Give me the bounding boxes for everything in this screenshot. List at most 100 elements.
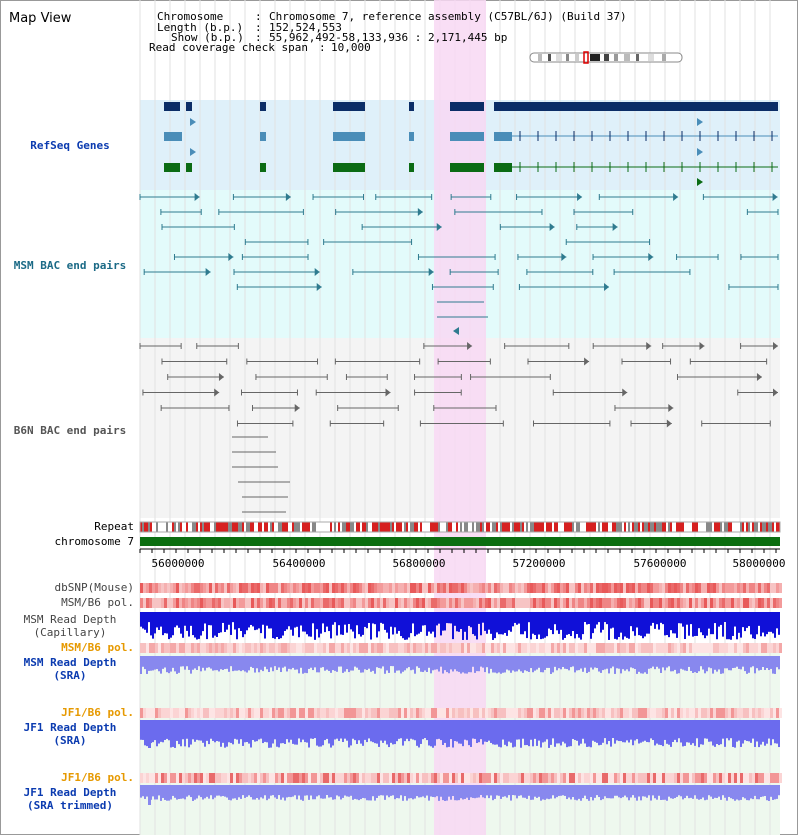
read-depth-bar — [580, 612, 582, 640]
read-depth-bar — [432, 720, 434, 748]
heat-cell — [773, 583, 776, 593]
read-depth-bar — [592, 656, 594, 670]
read-depth-bar — [462, 612, 464, 640]
heat-cell — [191, 598, 194, 608]
track-label-refseq[interactable]: RefSeq Genes — [30, 139, 110, 152]
heat-cell — [515, 643, 518, 653]
heat-cell — [419, 598, 422, 608]
repeat-segment — [208, 522, 210, 532]
heat-cell — [392, 598, 395, 608]
read-depth-bar — [670, 720, 672, 747]
read-depth-bar — [264, 720, 266, 742]
repeat-segment — [558, 522, 560, 532]
read-depth-bar — [204, 656, 206, 671]
repeat-segment — [244, 522, 246, 532]
read-depth-bar — [420, 785, 422, 798]
read-depth-bar — [220, 656, 222, 670]
read-depth-bar — [258, 720, 260, 740]
read-depth-bar — [418, 785, 420, 798]
repeat-segment — [140, 522, 142, 532]
read-depth-bar — [712, 720, 714, 746]
repeat-segment — [478, 522, 480, 532]
read-depth-bar — [494, 785, 496, 799]
read-depth-bar — [570, 720, 572, 747]
read-depth-bar — [478, 612, 480, 624]
read-depth-bar — [312, 720, 314, 739]
repeat-segment — [264, 522, 266, 532]
read-depth-bar — [402, 785, 404, 801]
read-depth-bar — [270, 720, 272, 748]
axis-tick-label: 56800000 — [392, 557, 446, 570]
bac-end-arrow — [218, 373, 224, 381]
track-label-b6n-bac[interactable]: B6N BAC end pairs — [13, 424, 127, 437]
read-depth-bar — [242, 612, 244, 638]
read-depth-bar — [252, 785, 254, 800]
read-depth-bar — [338, 785, 340, 797]
read-depth-bar — [240, 612, 242, 632]
read-depth-bar — [734, 612, 736, 627]
bac-end-arrow — [561, 253, 567, 261]
heat-cell — [269, 643, 272, 653]
read-depth-bar — [146, 612, 148, 633]
axis-tick-label: 56400000 — [272, 557, 326, 570]
read-depth-bar — [388, 720, 390, 748]
read-depth-bar — [578, 656, 580, 671]
read-depth-bar — [200, 656, 202, 672]
heat-cell — [410, 583, 413, 593]
heat-cell — [617, 708, 620, 718]
heat-cell — [518, 708, 521, 718]
repeat-segment — [582, 522, 584, 532]
read-depth-bar — [214, 612, 216, 636]
heat-cell — [167, 583, 170, 593]
heat-cell — [350, 708, 353, 718]
read-depth-bar — [246, 612, 248, 631]
heat-cell — [230, 708, 233, 718]
read-depth-bar — [330, 656, 332, 673]
read-depth-bar — [540, 656, 542, 673]
repeat-segment — [556, 522, 558, 532]
read-depth-bar — [684, 720, 686, 746]
heat-cell — [434, 643, 437, 653]
heat-cell — [410, 643, 413, 653]
heat-cell — [710, 583, 713, 593]
read-depth-bar — [530, 785, 532, 800]
read-depth-bar — [156, 656, 158, 670]
read-depth-bar — [760, 612, 762, 637]
read-depth-bar — [318, 612, 320, 638]
heat-cell — [389, 598, 392, 608]
heat-cell — [650, 643, 653, 653]
heat-cell — [206, 773, 209, 783]
repeat-segment — [678, 522, 680, 532]
read-depth-bar — [618, 720, 620, 742]
heat-cell — [197, 708, 200, 718]
heat-cell — [221, 598, 224, 608]
read-depth-bar — [388, 612, 390, 639]
read-depth-bar — [180, 720, 182, 747]
heat-cell — [683, 643, 686, 653]
read-depth-bar — [192, 656, 194, 670]
read-depth-bar — [274, 656, 276, 667]
read-depth-bar — [602, 785, 604, 800]
read-depth-bar — [438, 612, 440, 624]
read-depth-bar — [334, 612, 336, 623]
repeat-segment — [212, 522, 214, 532]
repeat-segment — [528, 522, 530, 532]
heat-cell — [632, 773, 635, 783]
read-depth-bar — [692, 656, 694, 673]
repeat-segment — [292, 522, 294, 532]
heat-cell — [248, 643, 251, 653]
read-depth-bar — [736, 612, 738, 640]
heat-cell — [716, 598, 719, 608]
heat-cell — [776, 643, 779, 653]
heat-cell — [614, 708, 617, 718]
repeat-segment — [498, 522, 500, 532]
heat-cell — [755, 643, 758, 653]
track-label-msm-bac[interactable]: MSM BAC end pairs — [13, 259, 127, 272]
jf1-depth-trim-line-2: (SRA trimmed) — [26, 799, 114, 812]
heat-cell — [218, 583, 221, 593]
heat-cell — [278, 598, 281, 608]
heat-cell — [314, 598, 317, 608]
read-depth-bar — [348, 720, 350, 748]
heat-cell — [773, 773, 776, 783]
